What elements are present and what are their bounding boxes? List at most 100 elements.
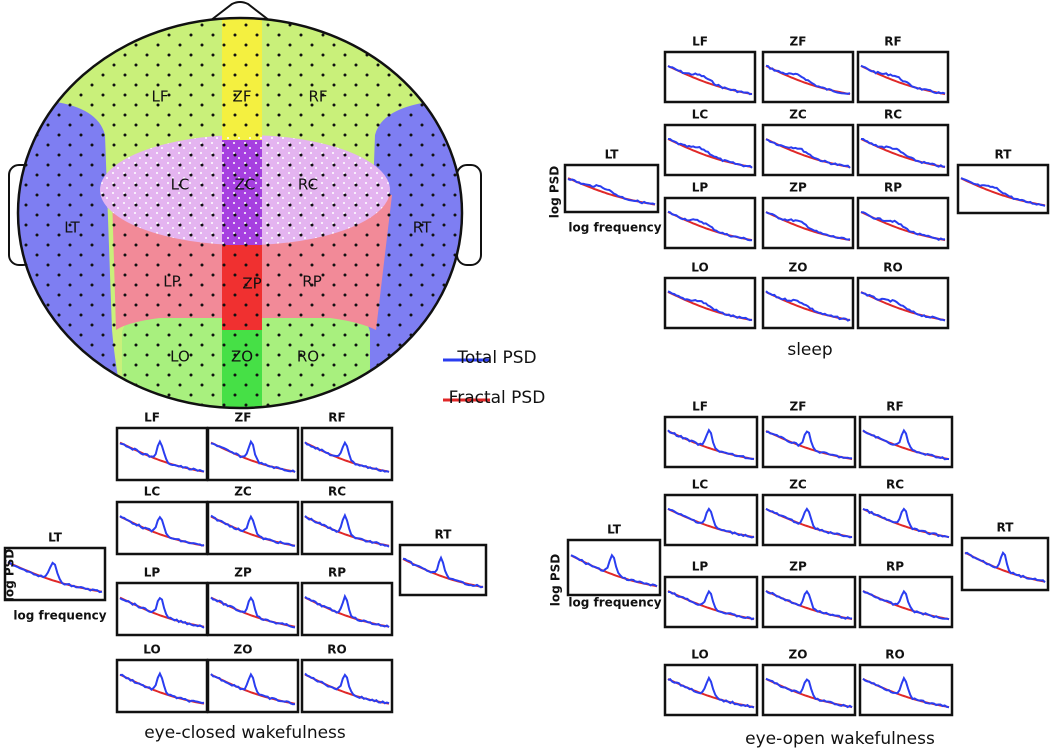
plot-label: ZC <box>789 108 807 122</box>
plot-frame <box>761 663 857 717</box>
plot-frame <box>663 415 759 469</box>
region-label: ZP <box>242 275 261 293</box>
plot-label: LP <box>692 560 709 574</box>
x-axis-label: log frequency <box>13 609 106 623</box>
plot-label: RT <box>995 148 1013 162</box>
panel-title: eye-closed wakefulness <box>144 723 346 743</box>
plot-label: LC <box>692 478 709 492</box>
plot-frame <box>206 500 300 556</box>
plot-label: LO <box>143 643 160 657</box>
total-psd-curve <box>667 290 753 322</box>
total-psd-curve <box>765 211 851 241</box>
plot-frame <box>206 658 300 714</box>
plot-label: RO <box>883 261 902 275</box>
plot-frame <box>663 50 757 104</box>
total-psd-curve <box>860 291 946 322</box>
total-psd-curve <box>119 671 205 705</box>
plot-label: LC <box>692 108 709 122</box>
plot-frame <box>960 536 1050 592</box>
total-psd-curve <box>964 550 1046 584</box>
plot-label: LO <box>691 648 708 662</box>
total-psd-curve <box>667 210 753 242</box>
plot-frame <box>856 123 950 177</box>
plot-label: RT <box>997 521 1015 535</box>
electrodes <box>100 135 390 245</box>
panel-title: sleep <box>787 340 832 360</box>
plot-label: RF <box>884 35 901 49</box>
total-psd-curve <box>765 589 853 620</box>
plot-frame <box>956 163 1050 215</box>
total-psd-curve <box>304 440 390 473</box>
region-label: RF <box>308 88 327 106</box>
plot-label: LP <box>692 181 709 195</box>
plot-label: ZC <box>234 485 252 499</box>
total-psd-curve <box>667 507 755 539</box>
total-psd-curve <box>119 439 205 473</box>
total-psd-curve <box>862 507 950 539</box>
y-axis-label: log PSD <box>548 166 562 219</box>
panel-title: eye-open wakefulness <box>745 729 935 749</box>
region-label: ZO <box>231 348 253 366</box>
total-psd-curve <box>862 675 950 709</box>
plot-label: RC <box>884 108 902 122</box>
plot-label: LF <box>692 400 708 414</box>
region-label: LO <box>170 348 190 366</box>
panel: LF ZF RF LC ZC RC LP ZP RP LO ZO RO LT RT log PSD log f… <box>548 35 1050 360</box>
plot-frame <box>761 493 857 547</box>
plot-frame <box>663 663 759 717</box>
total-psd-curve <box>210 596 296 629</box>
plot-frame <box>3 546 107 602</box>
panel: LF ZF RF LC ZC RC LP ZP RP LO ZO RO LT RT log PSD log f… <box>3 411 488 743</box>
head <box>8 1 482 410</box>
plot-label: RP <box>328 566 346 580</box>
plot-frame <box>663 575 759 629</box>
plot-frame <box>663 196 757 250</box>
plot-label: LF <box>144 411 160 425</box>
total-psd-curve <box>667 675 755 709</box>
region-label: ZC <box>235 176 256 194</box>
x-axis-label: log frequency <box>568 596 661 610</box>
plot-label: LC <box>144 485 161 499</box>
plot-label: ZP <box>789 181 807 195</box>
fractal-psd-curve <box>960 177 1046 207</box>
plot-frame <box>663 123 757 177</box>
plot-frame <box>761 50 855 104</box>
plot-frame <box>300 426 394 482</box>
plot-label: RO <box>885 648 904 662</box>
region-label: RO <box>297 348 319 366</box>
total-psd-curve <box>765 677 853 709</box>
total-psd-curve <box>765 138 851 169</box>
total-psd-curve <box>210 439 296 473</box>
region-label: RC <box>298 176 318 194</box>
plot-label: ZC <box>789 478 807 492</box>
region-label: RT <box>413 219 432 237</box>
plot-frame <box>858 415 954 469</box>
plot-label: ZP <box>234 566 252 580</box>
plot-frame <box>206 581 300 637</box>
plot-label: RF <box>328 411 345 425</box>
plot-frame <box>563 163 660 214</box>
plot-frame <box>115 581 209 637</box>
panel: LF ZF RF LC ZC RC LP ZP RP LO ZO RO LT RT log PSD log f… <box>549 400 1050 749</box>
plot-frame <box>761 123 855 177</box>
region-label: LC <box>171 176 190 194</box>
plot-label: RP <box>886 560 904 574</box>
legend-label: Fractal PSD <box>449 388 546 408</box>
total-psd-curve <box>210 672 296 706</box>
plot-frame <box>115 500 209 556</box>
total-psd-curve <box>862 428 949 461</box>
head-outline <box>16 16 464 410</box>
plot-frame <box>858 493 954 547</box>
plot-frame <box>761 196 855 250</box>
plot-frame <box>856 276 950 330</box>
total-psd-curve <box>7 560 103 594</box>
plot-frame <box>115 658 209 714</box>
plot-label: LT <box>607 523 622 537</box>
plot-label: RC <box>328 485 346 499</box>
plot-label: LO <box>691 261 708 275</box>
plot-label: RT <box>435 528 453 542</box>
plot-frame <box>761 276 855 330</box>
plot-label: RF <box>886 400 903 414</box>
legend-label: Total PSD <box>456 348 536 368</box>
